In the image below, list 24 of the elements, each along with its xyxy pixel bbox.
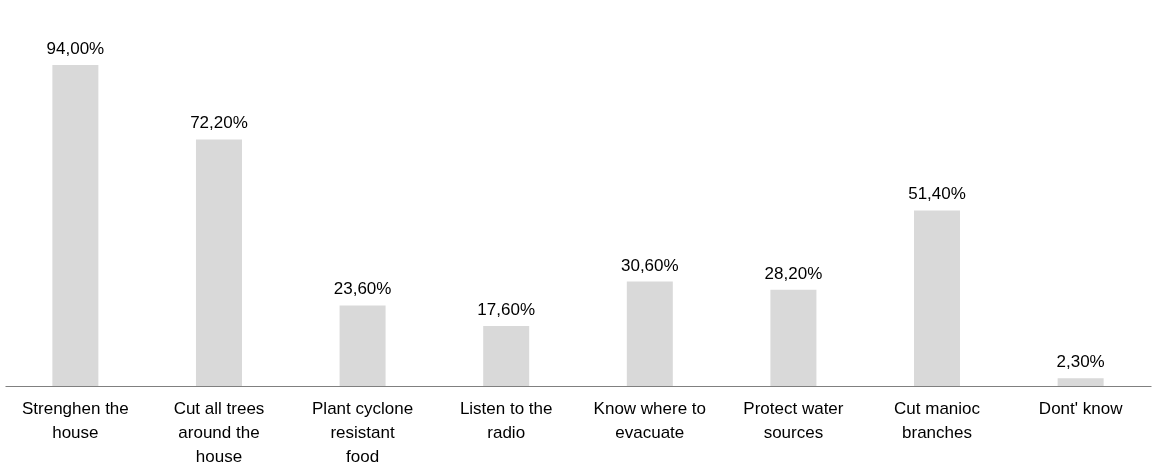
bar	[339, 305, 386, 386]
bar	[770, 289, 817, 386]
bar	[1057, 378, 1104, 386]
x-tick-label: Plant cyclone resistant food	[312, 398, 414, 466]
x-tick-label: Dont' know	[1038, 398, 1124, 418]
x-tick-label: Cut manioc branches	[894, 398, 981, 442]
bar	[195, 139, 242, 386]
bar	[914, 210, 961, 386]
data-label: 51,40%	[908, 184, 966, 204]
data-label: 72,20%	[190, 113, 248, 133]
x-tick-label: Cut all trees around the house	[173, 398, 265, 466]
bar	[483, 325, 530, 386]
data-label: 23,60%	[333, 279, 392, 299]
data-label: 28,20%	[764, 263, 823, 283]
data-label: 94,00%	[46, 39, 105, 58]
data-label: 30,60%	[620, 255, 679, 275]
data-label: 2,30%	[1056, 352, 1105, 372]
x-tick-label: Strenghen the house	[21, 398, 129, 442]
bar	[626, 281, 673, 386]
data-label: 17,60%	[477, 299, 536, 319]
x-tick-label: Listen to the radio	[459, 398, 553, 442]
x-tick-label: Protect water sources	[743, 398, 844, 442]
bar	[52, 65, 99, 386]
x-tick-label: Know where to evacuate	[593, 398, 707, 442]
